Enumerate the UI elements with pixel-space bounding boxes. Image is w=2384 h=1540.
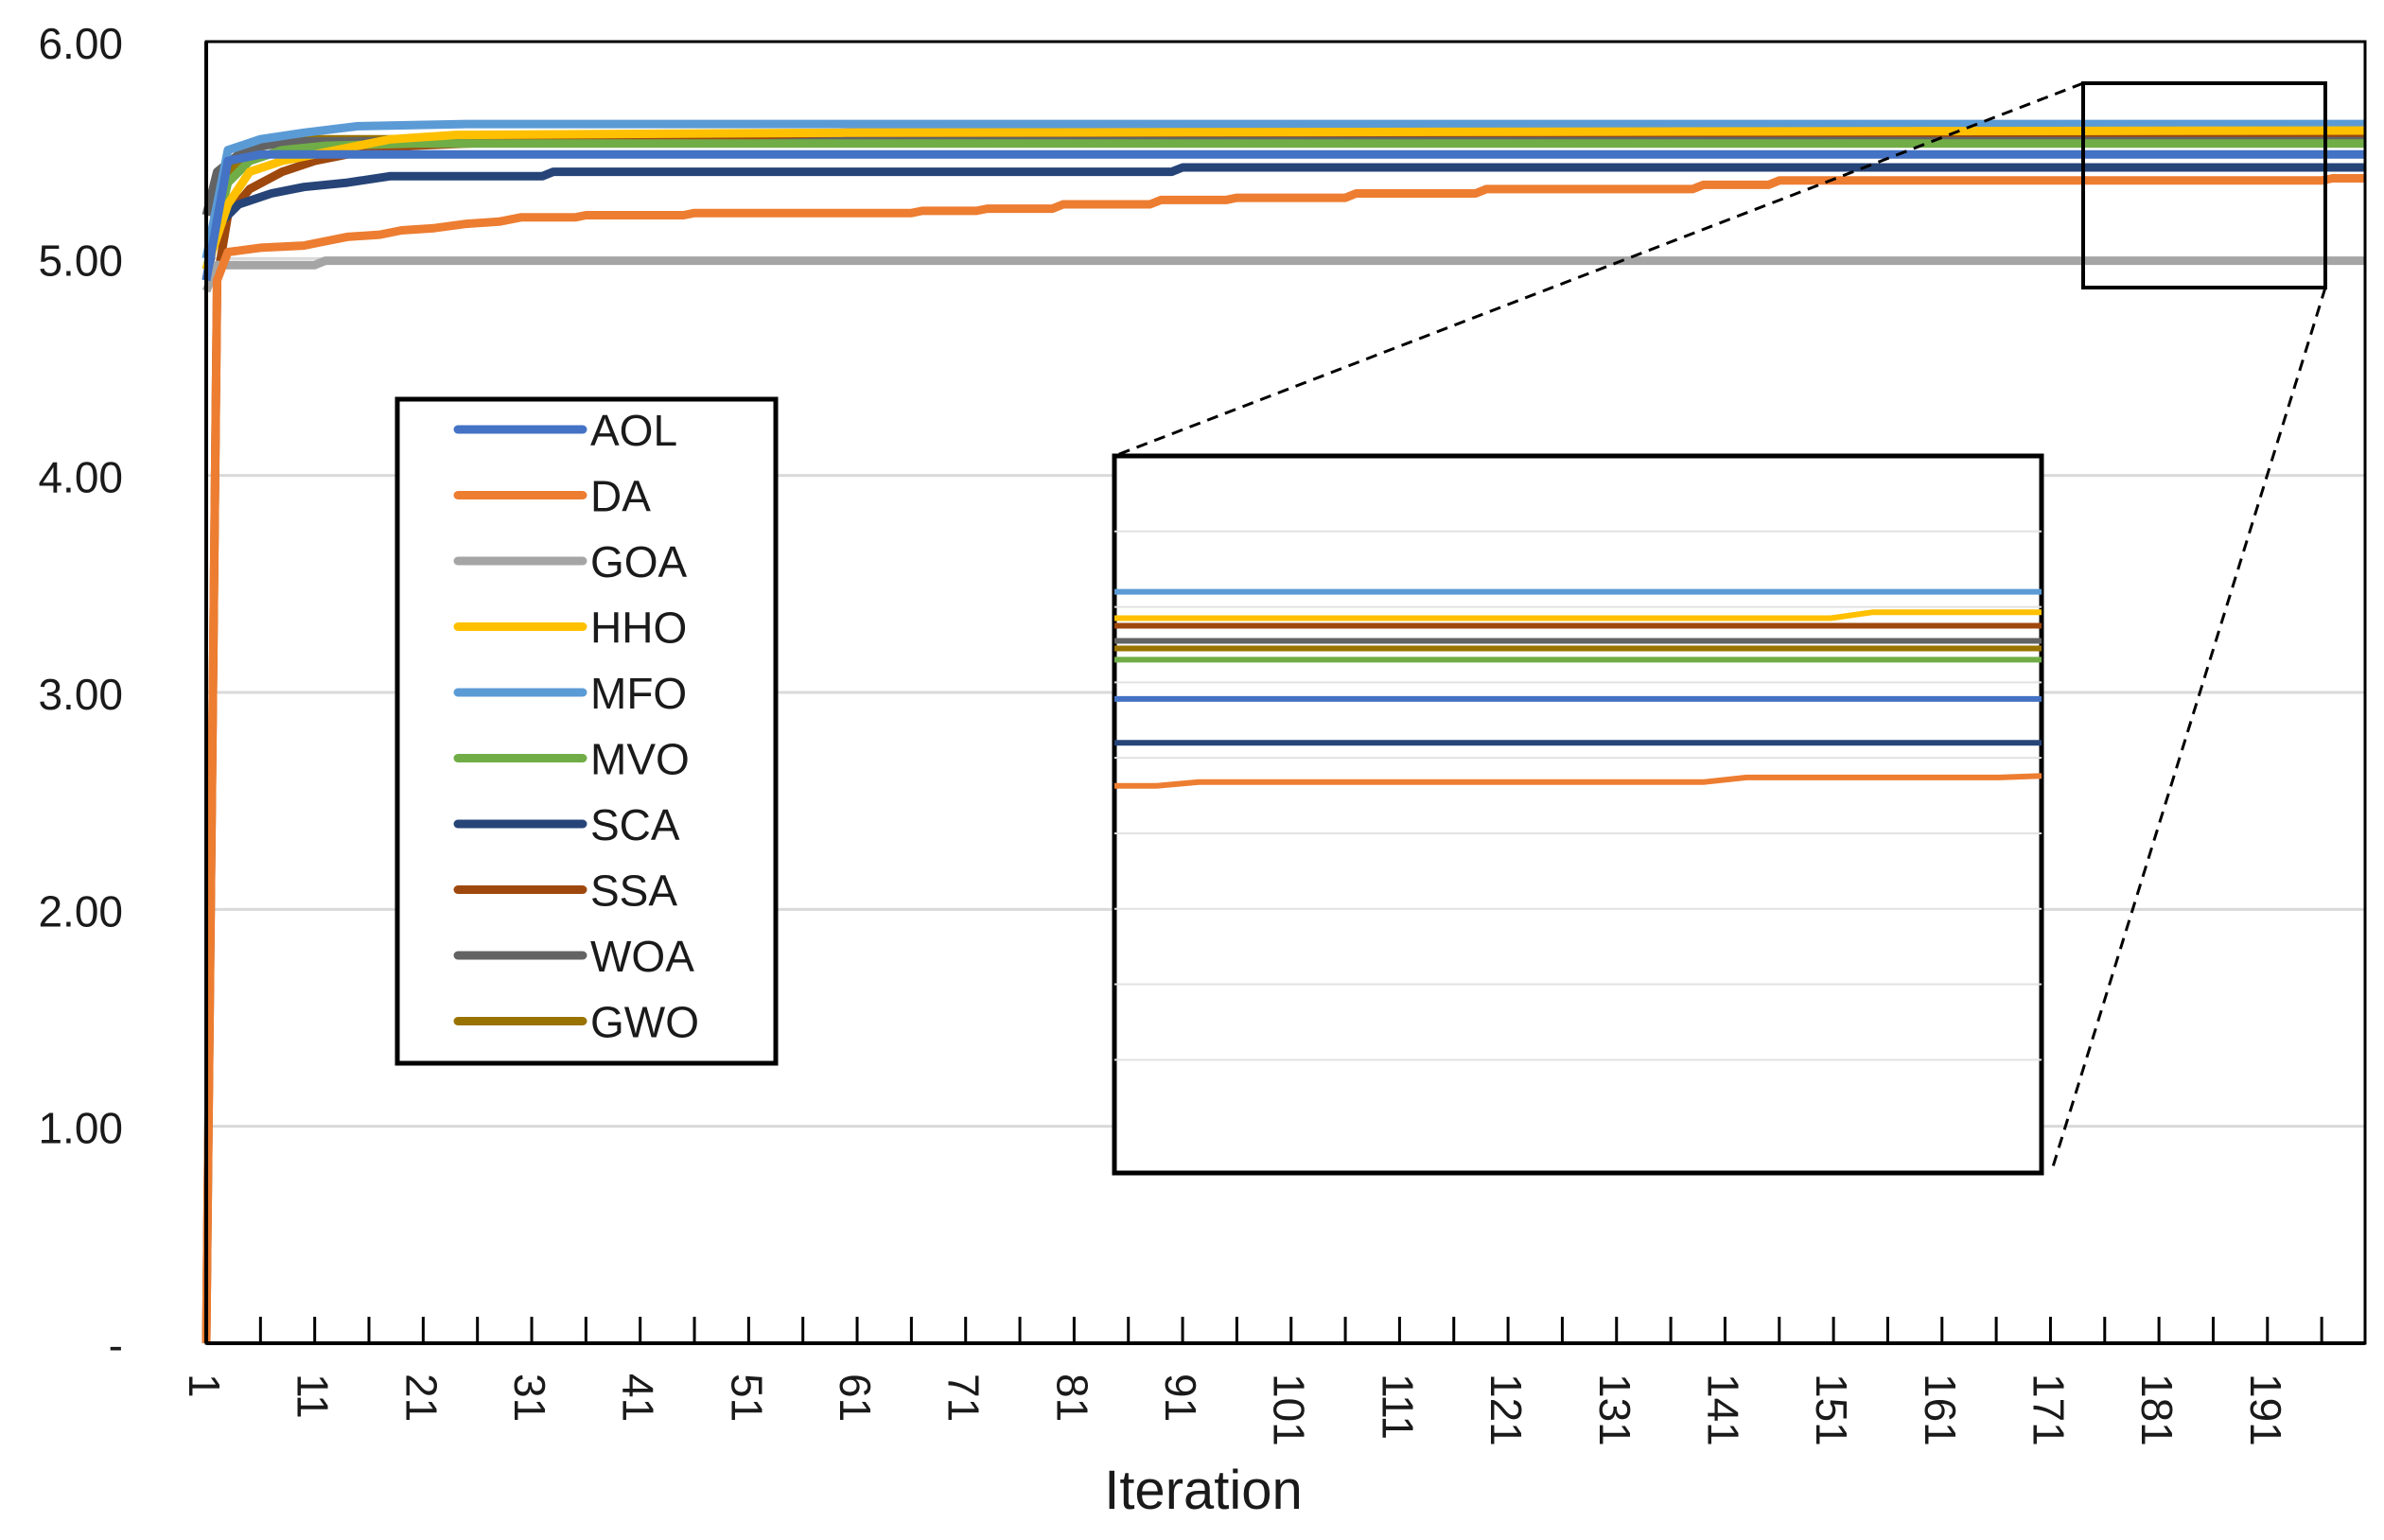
x-tick-label: 131 <box>1590 1374 1639 1446</box>
inset-line-hho <box>1114 609 2042 621</box>
legend-label-hho: HHO <box>590 604 687 653</box>
legend-label-mfo: MFO <box>590 669 687 718</box>
legend: AOL DA GOA HHO MFO MVO SCA SSA WOA GWO <box>394 396 779 1066</box>
series-line-aol <box>202 149 2365 282</box>
x-tick-label: 171 <box>2024 1374 2073 1446</box>
zoom-connector-top <box>1113 81 2084 458</box>
x-tick-label: 121 <box>1481 1374 1531 1446</box>
legend-label-aol: AOL <box>590 406 677 455</box>
x-tick-label: 11 <box>289 1374 338 1419</box>
x-tick-label: 181 <box>2132 1374 2182 1446</box>
y-tick-label: 6.00 <box>38 19 123 68</box>
x-tick-label: 51 <box>722 1374 771 1422</box>
series-line-goa <box>202 256 2365 293</box>
series-layer <box>202 119 2366 1344</box>
inset-frame <box>1112 453 2044 1176</box>
series-line-sca <box>202 163 2365 282</box>
legend-label-da: DA <box>590 472 651 521</box>
x-tick-label: 141 <box>1698 1374 1747 1446</box>
x-tick-label: 41 <box>614 1374 663 1422</box>
x-tick-label: 91 <box>1156 1374 1205 1422</box>
y-tick-label: - <box>109 1321 123 1370</box>
series-line-da <box>202 174 2365 1344</box>
x-tick-label: 111 <box>1373 1374 1422 1440</box>
x-tick-label: 61 <box>831 1374 880 1422</box>
y-tick-label: 5.00 <box>38 236 123 285</box>
x-tick-label: 101 <box>1265 1374 1314 1446</box>
series-line-mfo <box>202 119 2365 260</box>
inset-line-da <box>1114 773 2042 789</box>
series-line-hho <box>202 126 2366 271</box>
x-tick-label: 161 <box>1916 1374 1965 1446</box>
zoom-box <box>2081 81 2327 289</box>
y-tick-label: 3.00 <box>38 670 123 719</box>
x-tick-label: 151 <box>1807 1374 1856 1446</box>
x-tick-label: 1 <box>180 1374 229 1398</box>
legend-label-ssa: SSA <box>590 866 677 916</box>
x-tick-label: 81 <box>1047 1374 1096 1422</box>
y-tick-label: 4.00 <box>38 453 123 502</box>
inset-chart <box>1112 453 2044 1176</box>
legend-label-goa: GOA <box>590 537 688 586</box>
series-line-mvo <box>202 139 2365 271</box>
legend-label-mvo: MVO <box>590 735 690 784</box>
legend-label-sca: SCA <box>590 800 680 849</box>
y-tick-label: 2.00 <box>38 886 123 936</box>
x-tick-label: 191 <box>2241 1374 2290 1446</box>
x-tick-label: 21 <box>396 1374 446 1422</box>
x-tick-label: 71 <box>939 1374 989 1422</box>
x-tick-label: 31 <box>505 1374 554 1422</box>
axes: -1.002.003.004.005.006.001 11 21 31 41 51 61 71… <box>38 19 2367 1446</box>
zoom-indicator <box>1113 81 2327 1174</box>
legend-box <box>394 396 779 1066</box>
zoom-connector-bottom <box>2049 287 2327 1174</box>
legend-label-gwo: GWO <box>590 998 699 1047</box>
legend-label-woa: WOA <box>590 932 694 981</box>
y-tick-label: 1.00 <box>38 1104 123 1153</box>
x-axis-title: Iteration <box>1104 1460 1303 1521</box>
